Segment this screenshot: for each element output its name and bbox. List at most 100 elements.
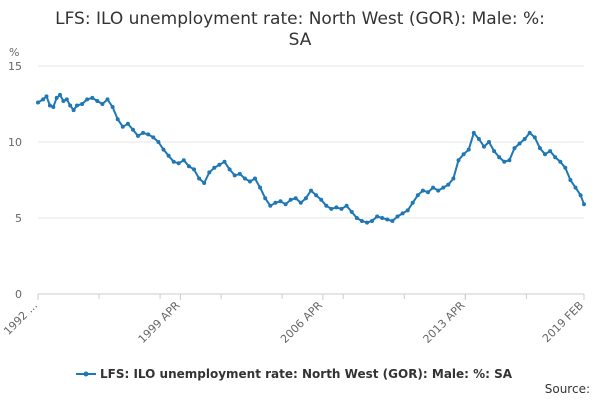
data-point: [68, 103, 73, 108]
data-point: [80, 102, 85, 106]
data-point: [548, 149, 553, 154]
data-point: [181, 158, 186, 163]
data-point: [258, 185, 263, 190]
data-point: [217, 162, 222, 167]
data-point: [192, 167, 196, 172]
data-point: [517, 141, 522, 146]
data-point: [115, 117, 120, 122]
data-point: [64, 97, 69, 102]
legend-marker-swatch: [83, 371, 89, 377]
data-point: [431, 185, 436, 190]
data-point: [161, 147, 166, 152]
data-point: [324, 203, 329, 208]
y-tick-label: 0: [15, 288, 22, 301]
data-point: [492, 149, 497, 154]
data-point: [85, 97, 90, 102]
data-point: [151, 135, 156, 140]
y-tick-label: 15: [8, 60, 22, 73]
data-point: [319, 197, 324, 202]
data-point: [298, 200, 303, 205]
data-point: [71, 108, 76, 113]
data-point: [146, 132, 151, 137]
data-point: [242, 176, 247, 181]
data-point: [197, 176, 202, 181]
data-point: [54, 95, 59, 100]
data-point: [578, 193, 583, 198]
data-point: [563, 165, 568, 170]
gridlines: [38, 65, 584, 295]
data-point: [47, 103, 52, 108]
data-point: [293, 196, 298, 201]
data-point: [100, 102, 105, 106]
legend: LFS: ILO unemployment rate: North West (…: [76, 367, 513, 381]
data-point: [314, 193, 319, 198]
data-point: [502, 159, 507, 164]
data-point: [537, 146, 542, 151]
data-point: [395, 214, 400, 219]
data-point: [51, 105, 56, 109]
chart-title-line-2: SA: [289, 30, 312, 50]
x-tick-label: 1999 APR: [136, 299, 183, 346]
data-point: [90, 95, 95, 100]
data-point: [370, 219, 374, 223]
data-point: [507, 158, 512, 163]
y-axis-ticks: 0 5 10 15: [8, 60, 22, 301]
x-tick-label: 2006 APR: [278, 299, 325, 346]
data-point: [95, 99, 100, 103]
data-point: [58, 92, 62, 97]
data-point: [527, 130, 532, 135]
data-point: [273, 200, 278, 205]
x-tick-label: 1992 ...: [1, 299, 40, 338]
data-point: [482, 144, 486, 149]
data-point: [441, 185, 446, 190]
data-point: [471, 130, 476, 135]
data-point: [446, 182, 451, 187]
data-point: [573, 185, 578, 190]
data-point: [420, 188, 425, 193]
data-point: [487, 140, 491, 144]
data-point: [202, 181, 207, 185]
data-point: [75, 103, 79, 108]
data-point: [344, 203, 349, 208]
data-point: [410, 200, 415, 205]
data-point: [166, 153, 171, 158]
data-point: [303, 196, 308, 201]
data-point: [41, 97, 46, 102]
data-point: [532, 135, 537, 140]
data-point: [375, 214, 380, 219]
data-point: [349, 209, 354, 214]
data-point: [426, 190, 430, 195]
data-point: [522, 137, 527, 141]
data-point: [131, 127, 135, 132]
data-point: [385, 217, 390, 222]
data-point: [558, 159, 563, 164]
series-layer: [36, 92, 586, 225]
data-point: [461, 152, 466, 157]
data-point: [136, 133, 140, 138]
data-point: [207, 170, 212, 175]
data-point: [309, 188, 313, 193]
data-point: [512, 146, 517, 151]
data-point: [553, 155, 558, 160]
data-point: [436, 188, 441, 193]
data-point: [415, 193, 420, 198]
data-point: [380, 216, 385, 220]
data-point: [390, 219, 395, 223]
data-point: [329, 206, 334, 211]
y-axis-unit: %: [9, 46, 19, 59]
legend-label: LFS: ILO unemployment rate: North West (…: [100, 367, 513, 381]
data-point: [237, 171, 242, 176]
data-point: [568, 178, 573, 182]
data-point: [400, 211, 405, 216]
data-point: [365, 220, 369, 225]
chart-title-line-1: LFS: ILO unemployment rate: North West (…: [55, 9, 545, 29]
data-point: [451, 176, 456, 181]
y-tick-label: 5: [15, 212, 22, 225]
data-point: [283, 202, 288, 207]
data-point: [125, 121, 130, 126]
data-point: [61, 99, 66, 103]
data-point: [110, 105, 115, 109]
data-point: [186, 164, 191, 169]
series-line: [37, 93, 585, 224]
